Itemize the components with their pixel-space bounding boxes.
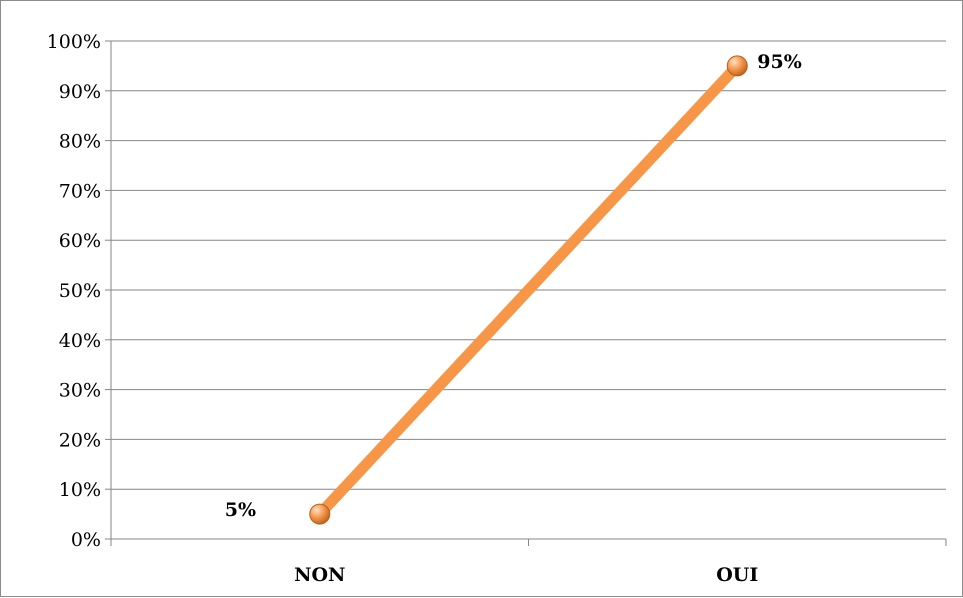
x-axis-tick-labels: NON OUI [294, 564, 758, 586]
data-labels: 5% 95% [225, 51, 802, 521]
series-layer [309, 55, 748, 525]
y-axis-tick-label: 50% [59, 280, 101, 302]
series-line [314, 60, 743, 520]
data-label: 95% [757, 51, 802, 73]
y-axis-tick-label: 10% [59, 479, 101, 501]
x-axis-category-label: NON [294, 564, 345, 586]
x-axis-category-label: OUI [716, 564, 758, 586]
y-axis-tick-label: 100% [47, 31, 101, 53]
y-axis-tick-label: 0% [71, 529, 101, 551]
y-axis-tick-label: 40% [59, 330, 101, 352]
y-axis-tick-label: 20% [59, 429, 101, 451]
data-label: 5% [225, 499, 256, 521]
y-axis-tick-label: 70% [59, 180, 101, 202]
gridlines [111, 40, 946, 490]
y-axis-tick-label: 60% [59, 230, 101, 252]
data-point-marker [309, 503, 331, 525]
axes [105, 40, 947, 546]
y-axis-tick-label: 80% [59, 131, 101, 153]
data-point-marker [726, 55, 748, 77]
y-axis-tick-labels: 0% 10% 20% 30% 40% 50% 60% 70% 80% 90% 100% [47, 31, 101, 551]
y-axis-tick-label: 90% [59, 81, 101, 103]
y-axis-tick-label: 30% [59, 380, 101, 402]
